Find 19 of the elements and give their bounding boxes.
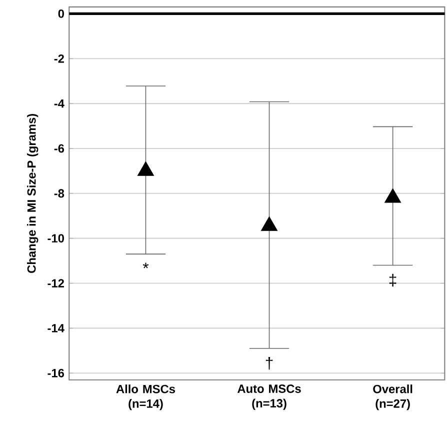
y-tick-label: -8 <box>54 189 64 198</box>
x-tick-label: Overall (n=27) <box>373 384 412 410</box>
y-tick-label: -2 <box>54 54 64 64</box>
annotation: ‡ <box>389 274 396 287</box>
point <box>137 162 154 176</box>
y-tick-label: -6 <box>54 144 64 153</box>
x-tick-label: Allo MSCs (n=14) <box>116 384 175 410</box>
y-tick-label: -10 <box>48 234 64 243</box>
x-tick-label: Auto MSCs (n=13) <box>237 384 301 410</box>
y-tick-label: -14 <box>48 324 64 333</box>
annotation: * <box>142 262 149 269</box>
annotation: † <box>266 357 273 370</box>
y-tick-label: -16 <box>48 369 64 378</box>
y-tick-label: -12 <box>48 279 64 288</box>
y-tick-label: 0 <box>58 10 64 18</box>
y-axis-title: Change in MI Size-P (grams) <box>27 114 38 274</box>
point <box>260 216 278 232</box>
y-tick-label: -4 <box>54 100 64 108</box>
point <box>384 188 402 204</box>
